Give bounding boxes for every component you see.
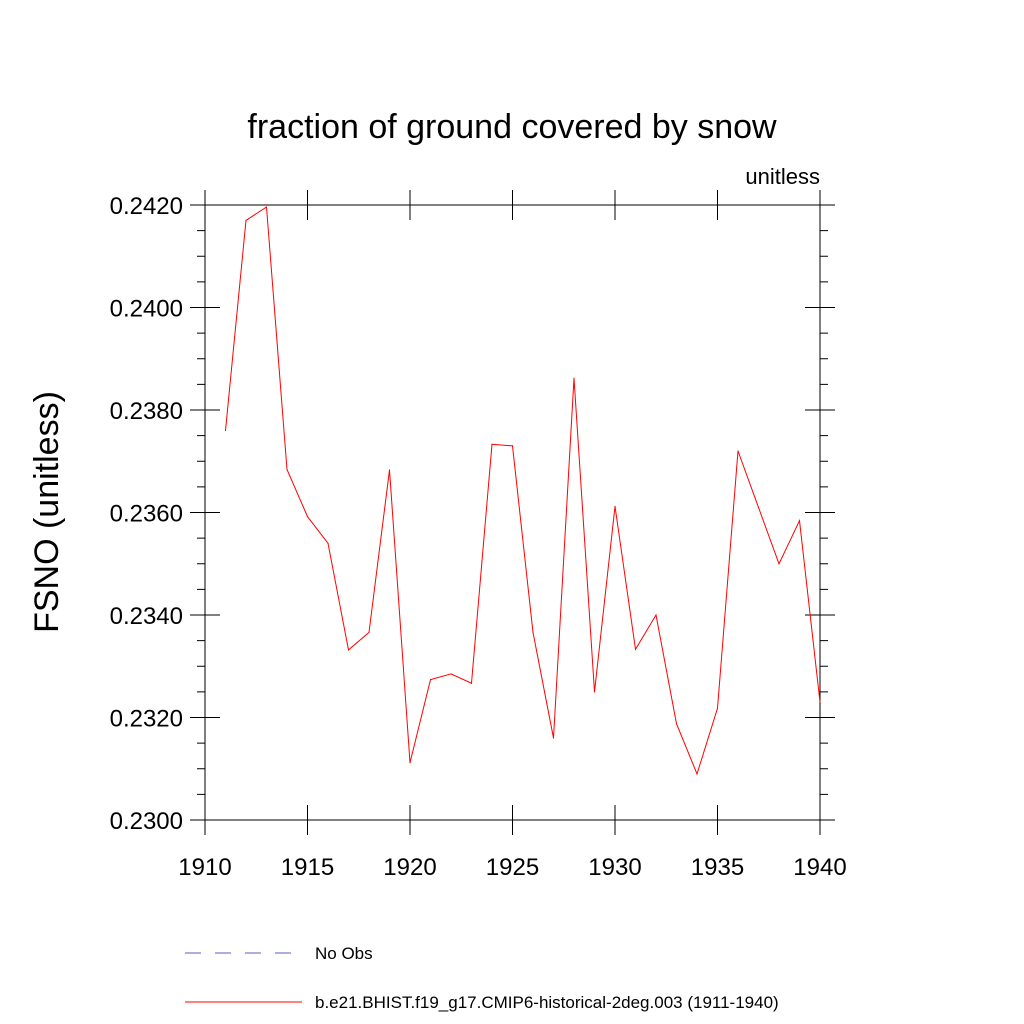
tick-labels: 0.2300 0.2320 0.2340 0.2360 0.2380 0.2400 0.24… [110, 193, 847, 881]
y-tick-label: 0.2360 [110, 501, 183, 528]
data-point [778, 563, 780, 565]
data-point [716, 707, 719, 709]
legend-label: b.e21.BHIST.f19_g17.CMIP6-historical-2de… [315, 993, 779, 1012]
data-point [798, 520, 801, 522]
data-point [286, 468, 288, 471]
y-tick-label: 0.2300 [110, 808, 183, 835]
data-point [429, 678, 432, 681]
data-point [450, 673, 452, 675]
series-group [224, 206, 821, 776]
data-point [224, 429, 227, 432]
y-tick-label: 0.2380 [110, 398, 183, 425]
legend: No Obs b.e21.BHIST.f19_g17.CMIP6-historic… [185, 944, 779, 1012]
x-tick-label: 1940 [793, 854, 846, 881]
data-point [696, 773, 698, 775]
data-point [675, 723, 678, 725]
series-line [225, 206, 821, 776]
x-tick-label: 1935 [691, 854, 744, 881]
chart-title: fraction of ground covered by snow [247, 108, 777, 146]
data-point [634, 648, 637, 650]
data-point [306, 516, 309, 518]
data-point [819, 701, 821, 703]
data-point [737, 450, 739, 452]
data-point [388, 469, 391, 471]
x-tick-label: 1910 [178, 854, 231, 881]
axis-ticks [190, 190, 835, 835]
x-tick-label: 1930 [588, 854, 641, 881]
legend-label: No Obs [315, 944, 373, 963]
data-point [655, 614, 657, 616]
y-tick-label: 0.2400 [110, 296, 183, 323]
x-tick-label: 1920 [383, 854, 436, 881]
data-point [614, 505, 616, 507]
data-point [511, 445, 514, 447]
data-point [327, 542, 329, 544]
data-point [245, 219, 247, 221]
x-tick-label: 1925 [486, 854, 539, 881]
data-point [265, 206, 268, 208]
data-point [552, 737, 555, 739]
plot-frame [204, 204, 821, 821]
data-point [368, 631, 370, 634]
data-point [532, 631, 534, 634]
data-point [573, 377, 575, 379]
data-point [470, 682, 473, 684]
units-label: unitless [745, 164, 820, 189]
data-point [491, 443, 493, 445]
data-point [347, 649, 350, 651]
data-point [593, 691, 596, 693]
y-tick-label: 0.2420 [110, 193, 183, 220]
x-tick-label: 1915 [281, 854, 334, 881]
y-tick-label: 0.2340 [110, 603, 183, 630]
y-axis-label: FSNO (unitless) [28, 391, 66, 633]
data-point [757, 506, 760, 508]
y-tick-label: 0.2320 [110, 706, 183, 733]
data-point [409, 762, 411, 764]
